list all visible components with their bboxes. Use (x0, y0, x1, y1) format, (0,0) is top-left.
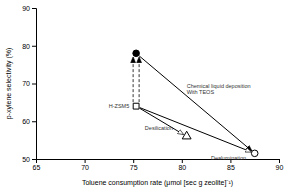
chart: 65 70 75 80 85 90 50 60 70 80 90 H-ZSM5 Desilication… (0, 0, 287, 189)
point (133, 50, 140, 57)
y-axis-title: p-xylene selectivity (%) (5, 48, 13, 120)
y-tick: 70 (22, 80, 36, 87)
annotation-line: With TEOS (187, 89, 215, 95)
y-tick-label: 60 (22, 118, 30, 125)
y-tick-mark (32, 84, 36, 85)
y-tick-mark (32, 46, 36, 47)
y-tick: 60 (22, 118, 36, 125)
x-tick: 70 (81, 159, 89, 171)
y-axis: 50 60 70 80 90 (22, 5, 36, 163)
x-tick: 65 (33, 159, 41, 171)
y-tick-mark (32, 159, 36, 160)
marks (133, 50, 258, 157)
plot: 65 70 75 80 85 90 50 60 70 80 90 H-ZSM5 Desilication… (22, 5, 283, 171)
x-tick-mark (133, 159, 134, 163)
x-tick-mark (182, 159, 183, 163)
x-tick-mark (279, 159, 280, 163)
arrow (139, 57, 140, 102)
y-tick-mark (32, 121, 36, 122)
x-tick-label: 80 (178, 164, 186, 171)
y-tick: 50 (22, 156, 36, 163)
annotations: H-ZSM5 Desilication Dealumination Chemical … (109, 83, 251, 161)
annotation: Chemical liquid depositionWith TEOS (187, 83, 251, 95)
annotation-line: H-ZSM5 (109, 103, 129, 109)
x-tick-label: 70 (81, 164, 89, 171)
annotation-line: Dealumination (211, 155, 246, 161)
x-tick: 75 (130, 159, 138, 171)
x-tick-label: 75 (130, 164, 138, 171)
y-axis-line (32, 9, 37, 160)
arrow (140, 108, 251, 152)
y-tick-mark (32, 8, 36, 9)
point (133, 103, 139, 109)
annotation: Dealumination (211, 155, 246, 161)
x-tick-label: 85 (227, 164, 235, 171)
x-tick-label: 65 (33, 164, 41, 171)
y-tick-label: 90 (22, 5, 30, 12)
x-tick: 90 (276, 159, 284, 171)
y-tick: 80 (22, 42, 36, 49)
point (182, 131, 191, 139)
annotation: Desilication (145, 125, 173, 131)
arrow (139, 56, 251, 151)
point (251, 150, 258, 157)
y-tick-label: 50 (22, 156, 30, 163)
x-axis-title: Toluene consumption rate (μmol [sec g ze… (82, 179, 233, 187)
x-tick-label: 90 (276, 164, 284, 171)
arrow (140, 108, 184, 134)
x-tick: 80 (178, 159, 186, 171)
x-tick-mark (85, 159, 86, 163)
arrow (133, 57, 134, 102)
y-tick-label: 70 (22, 80, 30, 87)
annotation-line: Chemical liquid deposition (187, 83, 251, 89)
y-tick-label: 80 (22, 42, 30, 49)
y-tick: 90 (22, 5, 36, 12)
annotation-line: Desilication (145, 125, 173, 131)
annotation: H-ZSM5 (109, 103, 129, 109)
